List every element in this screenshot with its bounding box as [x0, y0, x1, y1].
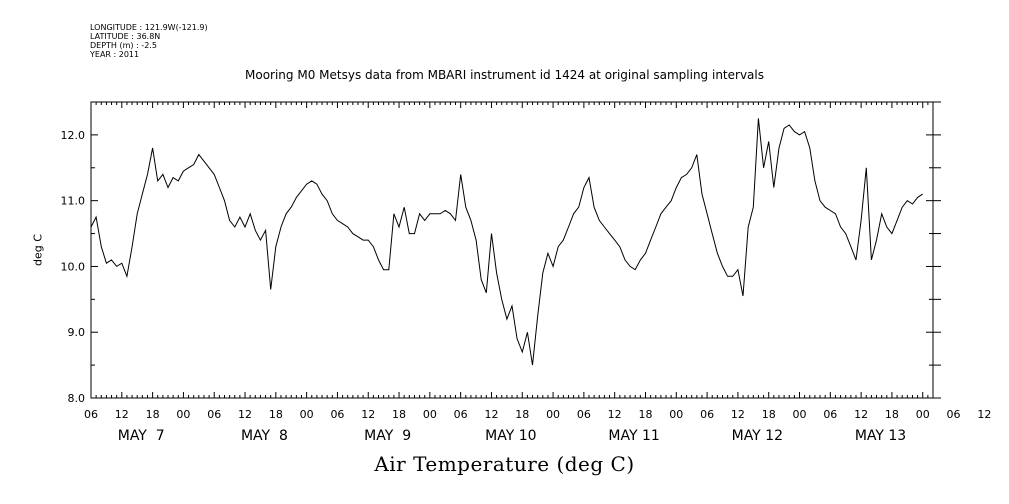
x-tick-label: 12: [608, 408, 622, 421]
y-tick-label: 9.0: [68, 326, 86, 339]
x-tick-label: 18: [762, 408, 776, 421]
x-tick-label: 18: [269, 408, 283, 421]
x-tick-label: 06: [577, 408, 591, 421]
x-tick-label: 12: [238, 408, 252, 421]
x-tick-label: 12: [977, 408, 991, 421]
y-tick-label: 11.0: [61, 195, 86, 208]
day-label: MAY 12: [732, 428, 783, 444]
x-tick-label: 06: [700, 408, 714, 421]
x-tick-label: 06: [84, 408, 98, 421]
x-tick-label: 00: [546, 408, 560, 421]
plot-frame: [90, 101, 934, 399]
x-tick-label: 12: [115, 408, 129, 421]
latitude-label: LATITUDE : 36.8N: [90, 32, 161, 41]
x-tick-label: 00: [793, 408, 807, 421]
x-tick-label: 06: [207, 408, 221, 421]
x-tick-label: 00: [423, 408, 437, 421]
x-tick-label: 06: [454, 408, 468, 421]
x-tick-label: 00: [669, 408, 683, 421]
y-tick-label: 10.0: [61, 260, 86, 273]
day-label: MAY 8: [241, 428, 288, 444]
x-tick-label: 00: [916, 408, 930, 421]
year-label: YEAR : 2011: [90, 50, 140, 59]
x-tick-label: 06: [330, 408, 344, 421]
series-line: [90, 118, 923, 366]
y-tick-label: 12.0: [61, 129, 86, 142]
y-tick-label: 8.0: [68, 392, 86, 405]
x-tick-label: 06: [823, 408, 837, 421]
day-label: MAY 7: [118, 428, 165, 444]
x-tick-label: 00: [300, 408, 314, 421]
depth-label: DEPTH (m) : -2.5: [90, 41, 157, 50]
x-tick-label: 18: [515, 408, 529, 421]
x-axis-title: Air Temperature (deg C): [374, 452, 635, 476]
x-tick-label: 18: [638, 408, 652, 421]
day-label: MAY 9: [364, 428, 411, 444]
x-tick-label: 12: [854, 408, 868, 421]
x-tick-label: 18: [146, 408, 160, 421]
day-label: MAY 11: [608, 428, 659, 444]
x-tick-label: 12: [731, 408, 745, 421]
x-tick-label: 18: [392, 408, 406, 421]
x-tick-label: 12: [361, 408, 375, 421]
x-tick-label: 18: [885, 408, 899, 421]
x-tick-label: 06: [947, 408, 961, 421]
x-tick-label: 12: [484, 408, 498, 421]
x-tick-label: 00: [176, 408, 190, 421]
chart-title: Mooring M0 Metsys data from MBARI instru…: [245, 68, 764, 82]
longitude-label: LONGITUDE : 121.9W(-121.9): [90, 23, 208, 32]
day-label: MAY 10: [485, 428, 536, 444]
day-label: MAY 13: [855, 428, 906, 444]
